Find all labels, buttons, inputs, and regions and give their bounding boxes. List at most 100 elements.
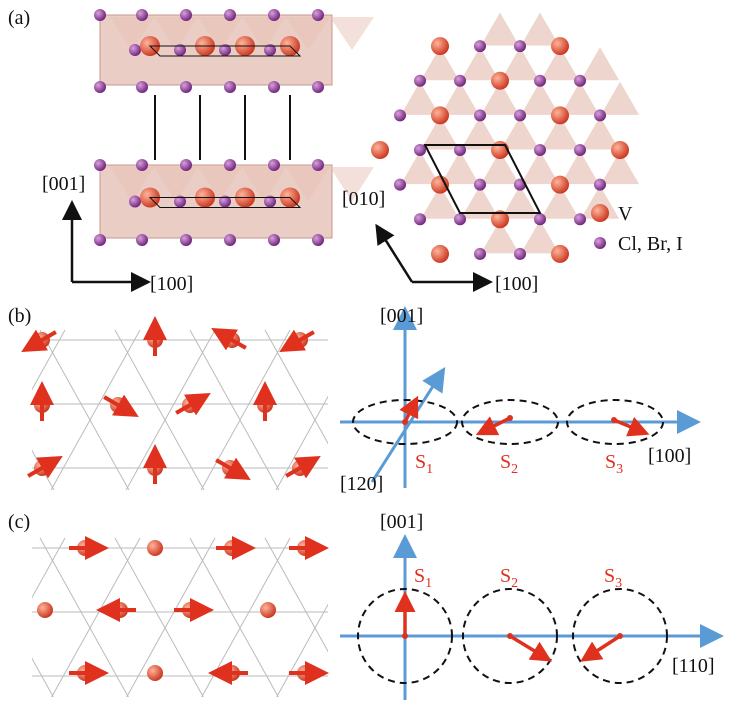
polyhedron <box>439 79 481 116</box>
halide-atom <box>394 178 406 191</box>
polyhedron <box>419 183 461 220</box>
spin-arrow <box>215 457 251 481</box>
line <box>32 449 55 490</box>
cell-outline <box>423 144 542 214</box>
halide-atom <box>224 81 236 93</box>
polyhedron <box>539 45 581 82</box>
site-label: S3 <box>604 565 622 591</box>
polyhedron <box>479 218 521 255</box>
line <box>114 329 205 490</box>
axis-label: [100] <box>150 273 193 295</box>
halide-atom <box>574 74 586 87</box>
halide-atom <box>312 81 324 93</box>
polyhedron <box>479 79 521 116</box>
v-atom <box>491 141 509 159</box>
halide-atom <box>454 213 466 226</box>
halide-atom <box>136 9 148 21</box>
halide-atom <box>180 81 192 93</box>
halide-atom <box>268 81 280 93</box>
site-circle <box>461 399 559 445</box>
line <box>32 657 54 697</box>
halide-atom <box>180 9 192 21</box>
polyhedron <box>110 17 154 50</box>
site-dot <box>402 633 408 639</box>
halide-atom <box>474 178 486 191</box>
halide-atom <box>174 195 186 208</box>
halide-atom <box>180 234 192 246</box>
polyhedron <box>519 218 561 255</box>
halide-atom <box>474 247 486 260</box>
spin-vector <box>580 634 621 662</box>
halide-atom <box>219 195 231 208</box>
line <box>32 537 66 599</box>
lattice <box>32 537 440 710</box>
axis-label: [001] <box>42 173 85 195</box>
halide-atom <box>574 144 586 156</box>
site-circle <box>357 588 453 684</box>
line <box>39 329 130 490</box>
polyhedron <box>286 17 330 50</box>
cell-outline <box>148 45 302 57</box>
v-atom <box>431 244 449 263</box>
line <box>51 537 141 697</box>
spin-arrow <box>285 456 321 479</box>
spin-arrow <box>103 394 139 418</box>
halide-atom <box>514 40 526 53</box>
halide-atom <box>594 237 606 249</box>
site-label: S1 <box>415 451 433 477</box>
polyhedron <box>519 10 561 47</box>
line <box>189 329 280 490</box>
v-atom <box>431 106 449 125</box>
axis-label: [100] <box>648 445 691 467</box>
site-dot <box>507 633 513 639</box>
halide-atom <box>264 44 276 56</box>
polyhedron <box>459 45 501 82</box>
halide-atom <box>174 44 186 56</box>
halide-atom <box>224 9 236 21</box>
polyhedron <box>419 114 461 151</box>
line <box>370 366 446 483</box>
halide-atom <box>136 159 148 171</box>
cell-outline <box>148 197 302 208</box>
halide-atom <box>224 159 236 171</box>
polyhedron <box>154 167 198 202</box>
halide-atom <box>312 9 324 21</box>
polyhedron <box>599 79 641 116</box>
polyhedron <box>479 10 521 47</box>
axis-label: [120] <box>340 473 383 495</box>
panel-label: (a) <box>8 7 30 29</box>
polyhedron <box>519 79 561 116</box>
site-circle <box>572 588 668 684</box>
halide-atom <box>534 74 546 87</box>
line <box>276 603 328 697</box>
v-atom <box>147 665 163 681</box>
halide-atom <box>312 234 324 246</box>
polyhedron <box>242 17 286 50</box>
v-atom <box>551 175 569 194</box>
polyhedron <box>198 17 242 50</box>
axis-label: [001] <box>380 305 423 327</box>
v-atom <box>431 37 449 56</box>
line <box>340 538 440 710</box>
polyhedron <box>399 149 441 186</box>
halide-atom <box>394 109 406 122</box>
lattice <box>32 329 328 490</box>
polyhedron <box>499 114 541 151</box>
halide-atom <box>474 109 486 122</box>
spin-arrow <box>27 456 63 479</box>
halide-atom <box>574 213 586 226</box>
polyhedron <box>539 183 581 220</box>
halide-atom <box>534 213 546 226</box>
legend-label: Cl, Br, I <box>618 233 683 255</box>
site-label: S2 <box>500 451 518 477</box>
spin-arrow <box>175 392 211 416</box>
halide-atom <box>414 74 426 87</box>
halide-atom <box>129 44 141 56</box>
polyhedron <box>499 45 541 82</box>
halide-atom <box>534 144 546 156</box>
v-atom <box>551 106 569 125</box>
polyhedron <box>198 167 242 202</box>
halide-atom <box>129 195 141 208</box>
polyhedron <box>559 149 601 186</box>
halide-atom <box>268 159 280 171</box>
